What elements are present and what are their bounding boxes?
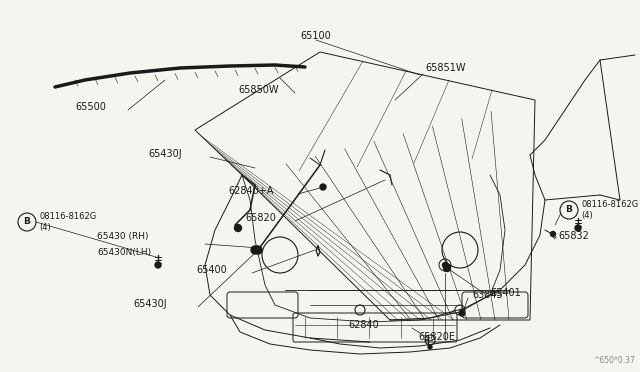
Circle shape <box>320 184 326 190</box>
Circle shape <box>155 262 161 268</box>
Text: B: B <box>566 205 572 215</box>
Text: 65430N(LH): 65430N(LH) <box>97 247 151 257</box>
Circle shape <box>234 224 241 231</box>
Text: 65500: 65500 <box>75 102 106 112</box>
Text: 65820E: 65820E <box>418 332 455 342</box>
Text: 65430J: 65430J <box>133 299 166 309</box>
Circle shape <box>575 225 581 231</box>
Text: 65851W: 65851W <box>425 63 465 73</box>
Text: 65100: 65100 <box>301 31 332 41</box>
Text: 65430 (RH): 65430 (RH) <box>97 231 148 241</box>
Text: 65400: 65400 <box>196 265 227 275</box>
Text: B: B <box>24 218 31 227</box>
Circle shape <box>428 345 432 349</box>
Circle shape <box>251 246 259 254</box>
Text: 62840+A: 62840+A <box>228 186 273 196</box>
Text: 08116-8162G
(4): 08116-8162G (4) <box>39 212 96 232</box>
Text: 65401: 65401 <box>490 288 521 298</box>
Text: 08116-8162G
(4): 08116-8162G (4) <box>581 200 638 220</box>
Text: ^650*0.37: ^650*0.37 <box>593 356 635 365</box>
Circle shape <box>254 246 262 254</box>
Circle shape <box>442 263 447 267</box>
Circle shape <box>444 264 451 272</box>
Text: 65832: 65832 <box>558 231 589 241</box>
Circle shape <box>459 310 465 316</box>
Text: 65430J: 65430J <box>148 149 182 159</box>
Text: 63845: 63845 <box>472 290 503 300</box>
Text: 65820: 65820 <box>245 213 276 223</box>
Circle shape <box>550 231 556 237</box>
Text: 62840: 62840 <box>348 320 379 330</box>
Text: 65850W: 65850W <box>238 85 278 95</box>
